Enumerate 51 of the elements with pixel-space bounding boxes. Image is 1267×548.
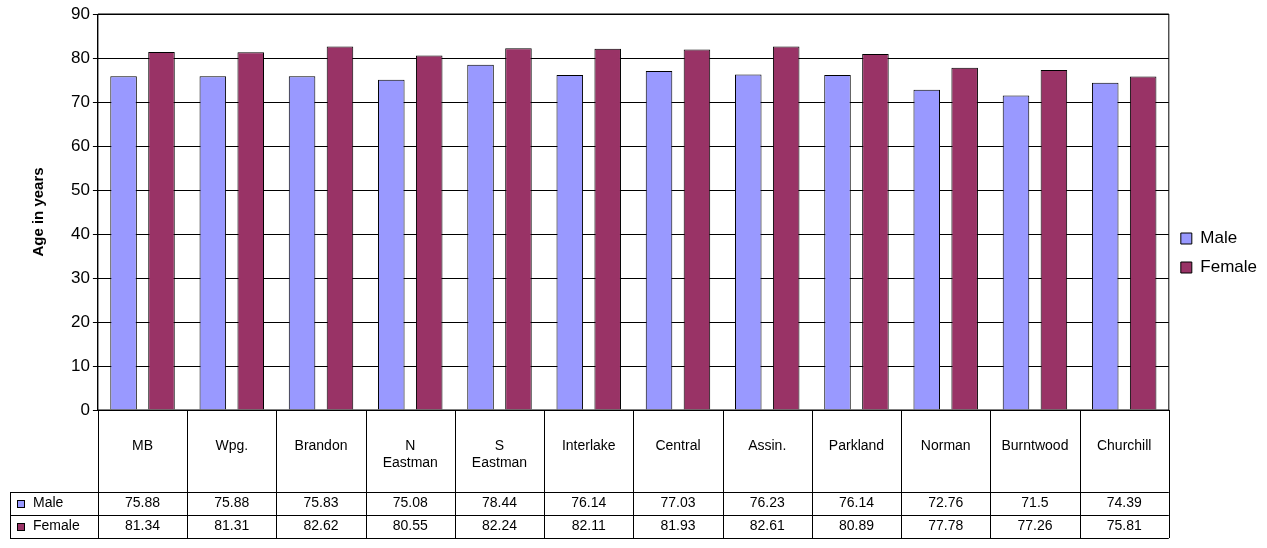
y-axis-title: Age in years [29, 167, 47, 257]
x-tick-label: Burntwood [1001, 437, 1069, 454]
x-tick-label: MB [132, 437, 154, 454]
data-label: 81.34 [125, 517, 161, 534]
data-label: 75.83 [303, 494, 339, 511]
x-tick-label: S Eastman [471, 437, 528, 471]
x-tick-label: Churchill [1096, 437, 1152, 454]
text: Female [33, 517, 80, 534]
data-label: 80.55 [392, 517, 428, 534]
data-label: 75.88 [214, 494, 250, 511]
text: Male [33, 494, 64, 511]
data-label: 74.39 [1106, 494, 1142, 511]
y-tick-label: 0 [80, 399, 90, 419]
data-label: 76.14 [571, 494, 607, 511]
x-tick-label: Central [655, 437, 701, 454]
data-label: 75.08 [392, 494, 428, 511]
data-label: 75.88 [125, 494, 161, 511]
x-tick-label: Assin. [748, 437, 787, 454]
data-label: 82.24 [481, 517, 518, 534]
data-label: 71.5 [1021, 494, 1049, 511]
data-label: 78.44 [481, 494, 518, 511]
data-label: 77.03 [660, 494, 696, 511]
data-label: 82.61 [749, 517, 785, 534]
x-tick-label: Interlake [561, 437, 616, 454]
data-label: 82.62 [303, 517, 339, 534]
x-tick-label: Brandon [294, 437, 348, 454]
y-tick-label: 30 [70, 267, 90, 287]
y-tick-label: 70 [70, 91, 90, 111]
y-tick-label: 60 [70, 135, 90, 155]
y-tick-label: 90 [70, 3, 90, 23]
x-tick-label: Norman [920, 437, 971, 454]
data-label: 81.31 [214, 517, 250, 534]
data-label: 72.76 [928, 494, 964, 511]
data-label: 77.78 [928, 517, 964, 534]
data-label: 76.14 [838, 494, 875, 511]
data-label: 75.81 [1106, 517, 1142, 534]
y-tick-label: 50 [70, 179, 90, 199]
data-label: 77.26 [1017, 517, 1053, 534]
y-tick-label: 80 [70, 47, 90, 67]
data-label: 81.93 [660, 517, 696, 534]
data-label: 82.11 [571, 517, 606, 534]
x-tick-label: Wpg. [215, 437, 249, 454]
data-label: 80.89 [838, 517, 875, 534]
y-tick-label: 10 [70, 355, 90, 375]
y-tick-label: 20 [70, 311, 90, 331]
data-label: 76.23 [749, 494, 785, 511]
x-tick-label: N Eastman [382, 437, 438, 471]
legend-label: Male [1200, 228, 1238, 248]
legend-label: Female [1200, 257, 1257, 277]
y-tick-label: 40 [70, 223, 90, 243]
x-tick-label: Parkland [828, 437, 885, 454]
